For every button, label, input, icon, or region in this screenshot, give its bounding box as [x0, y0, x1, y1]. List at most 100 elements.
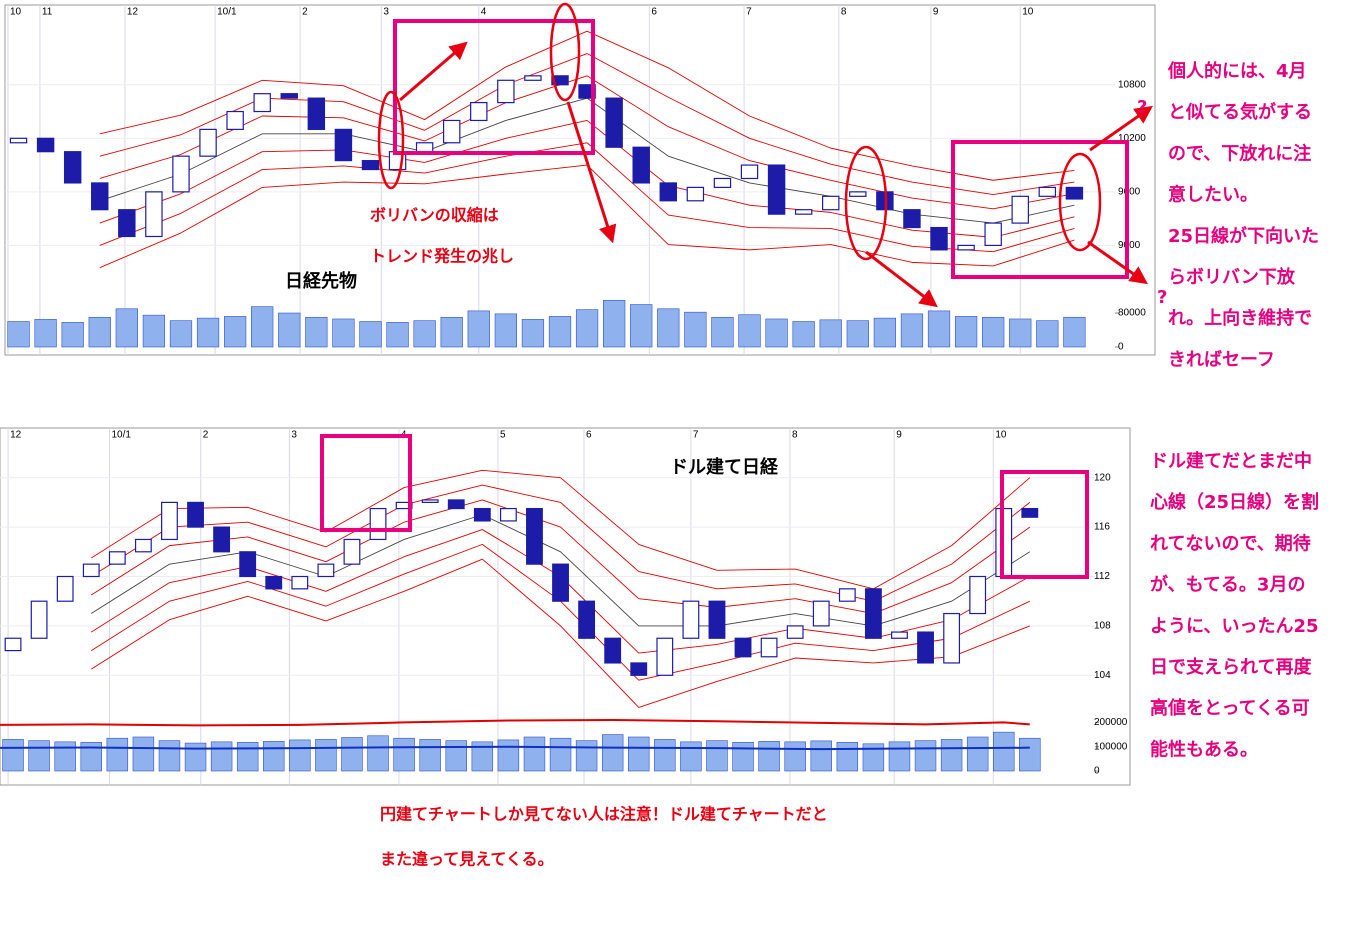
candle: [849, 191, 867, 197]
volume-bar: [386, 322, 409, 348]
candle: [578, 600, 596, 639]
volume-bar: [61, 322, 84, 348]
candle: [161, 501, 178, 541]
note-line: れ。上向き維持で: [1168, 307, 1312, 329]
volume-bar: [603, 299, 626, 348]
candle: [632, 146, 650, 184]
volume-bar: [784, 741, 806, 772]
volume-bar: [497, 739, 520, 772]
footer: 円建てチャートしか見てない人は注意！ドル建てチャートだと: [380, 805, 828, 824]
volume-bar: [914, 740, 937, 772]
candle: [794, 209, 813, 215]
volume-bar: [706, 740, 728, 772]
candle: [307, 97, 326, 130]
note-line: ように、いったん25: [1150, 616, 1319, 637]
volume-bar: [654, 739, 676, 772]
candle: [969, 575, 987, 615]
candle: [760, 637, 778, 658]
month-label: 10/1: [217, 7, 237, 18]
volume-bar: [1019, 737, 1041, 772]
vol-tick-label: 0: [1094, 766, 1100, 777]
vol-tick-label: 80000: [1118, 308, 1146, 319]
vol-tick-label: 100000: [1094, 741, 1128, 752]
month-label: 3: [291, 430, 297, 441]
chart-title: ドル建て日経: [670, 456, 779, 478]
candle: [984, 222, 1002, 247]
note-line: 意したい。: [1168, 184, 1258, 206]
candle: [917, 631, 934, 664]
volume-bar: [341, 737, 363, 772]
candle: [713, 177, 732, 188]
volume-bar: [628, 736, 650, 772]
candle: [421, 499, 439, 503]
callout: トレンド発生の兆し: [370, 247, 514, 266]
candle: [957, 244, 975, 251]
month-label: 12: [10, 430, 22, 441]
y-tick-label: 9000: [1118, 240, 1141, 251]
volume-bar: [332, 318, 355, 348]
candle: [226, 110, 244, 130]
y-tick-label: 104: [1094, 670, 1111, 681]
y-tick-label: 120: [1094, 472, 1111, 483]
chart: [5, 5, 1119, 355]
candle: [630, 662, 648, 676]
candle: [656, 637, 674, 676]
candle: [291, 575, 309, 590]
note-line: 25日線が下向いた: [1168, 225, 1319, 247]
month-label: 8: [841, 7, 847, 18]
candle: [415, 142, 434, 153]
volume-bar: [115, 308, 138, 348]
candle: [682, 600, 700, 639]
note-line: ので、下放れに注: [1168, 142, 1311, 164]
volume-bar: [521, 319, 545, 348]
volume-bar: [1063, 316, 1086, 348]
volume-bar: [888, 741, 911, 772]
volume-bar: [549, 737, 572, 772]
volume-bar: [471, 741, 494, 772]
month-label: 9: [896, 430, 902, 441]
volume-bar: [223, 316, 247, 348]
candle: [551, 75, 569, 86]
candle: [334, 128, 353, 162]
month-label: 9: [933, 7, 939, 18]
candle: [91, 182, 109, 211]
highlight-boxes: [320, 19, 1129, 579]
candle: [930, 226, 948, 251]
candle: [1021, 507, 1039, 518]
candle: [187, 501, 204, 528]
highlight-ellipses: [377, 2, 1102, 261]
month-label: 2: [203, 430, 209, 441]
volume-bar: [966, 736, 989, 772]
note-line: と似てる気がする: [1168, 101, 1312, 123]
y-tick-label: 10200: [1118, 133, 1146, 144]
candle: [134, 538, 152, 553]
candle: [442, 119, 461, 144]
month-label: 10: [995, 430, 1007, 441]
volume-bar: [758, 741, 780, 772]
arrows: [399, 41, 1153, 308]
candle: [497, 79, 515, 104]
volume-bar: [575, 309, 599, 348]
candle: [172, 155, 190, 193]
volume-bar: [1036, 320, 1059, 348]
month-label: 7: [693, 430, 699, 441]
volume-bar: [88, 316, 111, 348]
candle: [1038, 186, 1057, 197]
y-tick-label: 9600: [1118, 186, 1141, 197]
vol-tick-label: 0: [1118, 342, 1124, 353]
volume-bar: [846, 320, 869, 348]
volume-bar: [413, 320, 436, 348]
volume-bar: [711, 316, 734, 348]
candle: [812, 600, 830, 627]
volume-bar: [445, 740, 467, 772]
month-label: 7: [746, 7, 752, 18]
chart: [0, 428, 1099, 785]
volume-bar: [940, 739, 963, 772]
candle: [108, 551, 126, 565]
volume-bar: [263, 741, 285, 772]
candle: [524, 75, 542, 81]
volume-bar: [28, 740, 50, 772]
volume-bar: [359, 321, 382, 348]
volume-bar: [765, 318, 788, 348]
